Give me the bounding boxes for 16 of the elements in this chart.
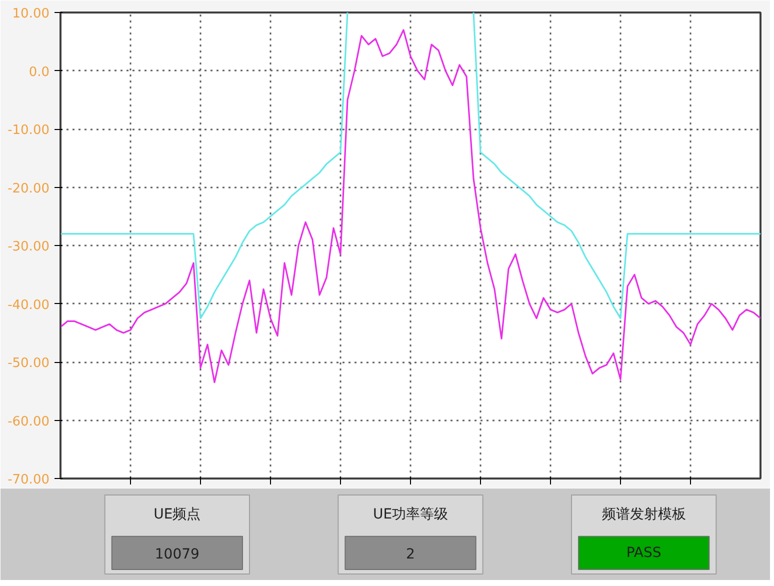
text: UE频点 (154, 506, 201, 522)
y-tick-label: 0.0 (28, 64, 50, 80)
text: 10079 (154, 546, 200, 562)
y-tick-label: -50.00 (8, 356, 50, 371)
text: PASS (626, 544, 662, 561)
y-tick-label: -30.00 (8, 240, 50, 254)
y-tick-label: -40.00 (8, 298, 50, 313)
text: 2 (406, 546, 415, 562)
text: UE功率等级 (372, 506, 448, 522)
text: 频谱发射模板 (602, 506, 686, 522)
y-tick-label: -60.00 (8, 414, 50, 430)
y-tick-label: -20.00 (8, 181, 50, 196)
y-tick-label: -10.00 (8, 123, 50, 138)
y-tick-label: 10.00 (12, 6, 50, 22)
y-tick-label: -70.00 (8, 472, 50, 488)
line-series (60, 29, 760, 384)
